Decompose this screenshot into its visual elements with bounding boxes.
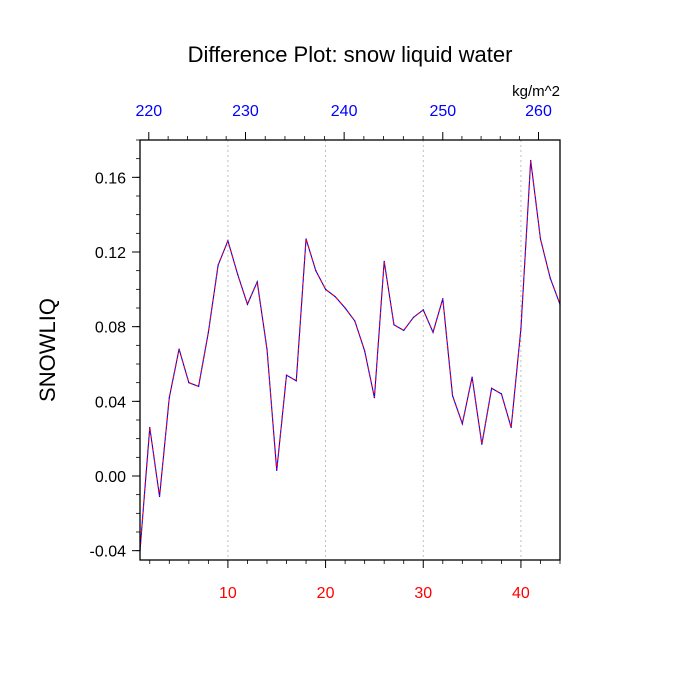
x-tick-label-top: 260 — [525, 103, 552, 120]
data-point — [403, 329, 405, 331]
data-point — [344, 307, 346, 309]
chart-title: Difference Plot: snow liquid water — [188, 42, 513, 67]
data-point — [451, 395, 454, 397]
data-point — [354, 320, 356, 322]
units-label: kg/m^2 — [512, 83, 560, 100]
data-point — [149, 426, 151, 429]
x-tick-label-bottom: 30 — [414, 585, 432, 602]
data-point — [334, 296, 336, 298]
axes-group: -0.04 0.00 0.04 0.08 0.12 0.16 10 20 30 40 220 230 2… — [90, 103, 561, 602]
data-point — [364, 350, 366, 352]
series-line-blue — [139, 160, 561, 551]
x-tick-label-top: 230 — [232, 103, 259, 120]
data-point — [520, 327, 522, 330]
x-tick-label-bottom: 20 — [317, 585, 335, 602]
data-point — [442, 298, 444, 300]
data-point — [305, 238, 307, 240]
x-tick-label-top: 220 — [135, 103, 162, 120]
data-point — [491, 387, 493, 389]
data-point — [432, 331, 434, 333]
y-tick-label: 0.00 — [95, 469, 126, 486]
data-point — [188, 382, 190, 384]
y-tick-label: 0.16 — [95, 170, 126, 187]
y-axis-label: SNOWLIQ — [35, 298, 60, 402]
data-point — [500, 393, 502, 395]
data-point — [510, 426, 512, 429]
data-point — [285, 374, 288, 376]
series-group — [139, 159, 561, 552]
series-line-red — [139, 160, 561, 551]
data-point — [256, 281, 258, 283]
x-tick-label-top: 240 — [331, 103, 358, 120]
plot-frame — [139, 139, 561, 561]
y-tick-label: 0.12 — [95, 245, 126, 262]
y-tick-label: 0.04 — [95, 394, 126, 411]
data-point — [461, 423, 463, 425]
data-point — [373, 397, 376, 399]
gridlines — [227, 140, 522, 560]
data-point — [168, 397, 170, 399]
data-point — [178, 348, 180, 350]
data-point — [412, 316, 415, 318]
y-tick-label: -0.04 — [90, 544, 127, 561]
x-tick-label-bottom: 40 — [512, 585, 530, 602]
data-point — [539, 238, 542, 240]
y-tick-label: 0.08 — [95, 320, 126, 337]
data-point — [158, 495, 161, 498]
data-point — [237, 273, 239, 275]
data-point — [246, 303, 249, 305]
data-point — [530, 159, 532, 162]
data-point — [324, 288, 327, 290]
data-point — [481, 443, 483, 445]
data-point — [207, 331, 209, 333]
data-point — [549, 277, 551, 279]
x-tick-label-top: 250 — [429, 103, 456, 120]
data-point — [471, 376, 473, 378]
data-point — [266, 348, 268, 350]
data-point — [276, 469, 278, 471]
x-tick-label-bottom: 10 — [219, 585, 237, 602]
data-point — [393, 324, 395, 326]
data-point — [198, 385, 200, 387]
data-point — [217, 264, 219, 266]
data-point — [315, 270, 317, 272]
data-point — [383, 260, 385, 262]
data-point — [227, 240, 229, 242]
data-point — [422, 309, 424, 311]
data-point — [295, 380, 297, 382]
